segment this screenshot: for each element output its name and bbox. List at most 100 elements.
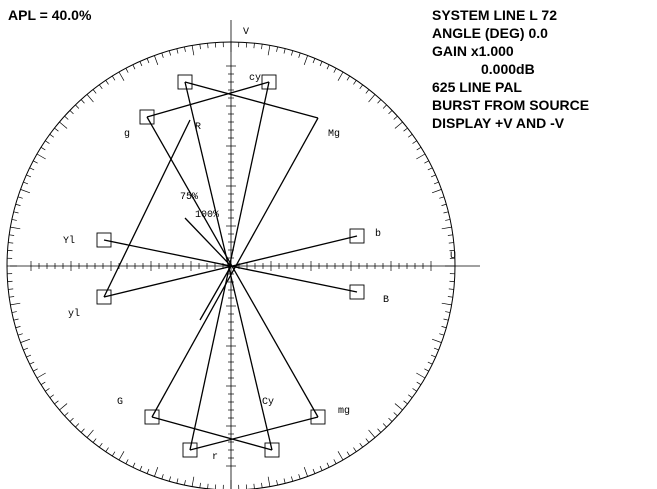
circle-tick	[112, 75, 116, 81]
circle-tick	[59, 121, 68, 129]
circle-tick	[8, 288, 14, 290]
info-line: DISPLAY +V AND -V	[432, 115, 565, 131]
circle-tick	[191, 476, 195, 487]
circle-tick	[291, 50, 294, 56]
circle-tick	[377, 99, 382, 104]
target-box	[177, 74, 193, 90]
circle-tick	[29, 167, 35, 171]
circle-tick	[445, 219, 451, 221]
circle-tick	[447, 234, 453, 236]
target-box	[96, 232, 112, 248]
circle-tick	[132, 64, 136, 70]
circle-tick	[445, 311, 451, 313]
circle-tick	[99, 442, 103, 448]
circle-tick	[146, 58, 150, 64]
circle-tick	[365, 438, 370, 443]
circle-tick	[92, 438, 97, 443]
circle-tick	[40, 381, 46, 385]
circle-tick	[20, 338, 31, 343]
circle-tick	[319, 61, 323, 67]
circle-tick	[431, 189, 442, 194]
circle-tick	[394, 121, 403, 129]
target-box	[144, 409, 160, 425]
vector-label: b	[375, 228, 381, 240]
circle-tick	[105, 80, 109, 85]
circle-tick	[20, 189, 31, 194]
circle-tick	[298, 474, 301, 480]
circle-tick	[40, 147, 46, 151]
circle-tick	[412, 388, 417, 392]
circle-tick	[433, 181, 439, 185]
circle-tick	[393, 412, 398, 417]
circle-tick	[125, 68, 129, 73]
circle-tick	[416, 381, 422, 385]
circle-tick	[36, 153, 46, 160]
circle-tick	[10, 226, 21, 230]
circle-tick	[261, 44, 263, 50]
circle-tick	[353, 80, 357, 85]
circle-tick	[319, 465, 323, 471]
circle-tick	[267, 45, 271, 56]
circle-tick	[23, 347, 29, 351]
vector-label: G	[117, 397, 123, 408]
circle-tick	[430, 354, 436, 358]
circle-tick	[75, 104, 80, 109]
circle-tick	[80, 99, 85, 104]
target-box	[349, 284, 365, 300]
circle-tick	[176, 48, 179, 54]
circle-tick	[161, 52, 164, 58]
circle-tick	[10, 302, 21, 306]
circle-tick	[92, 89, 97, 94]
target-box	[261, 74, 277, 90]
circle-tick	[253, 43, 255, 49]
circle-tick	[118, 71, 125, 81]
circle-tick	[9, 234, 15, 236]
trace-line	[184, 217, 232, 267]
circle-tick	[382, 104, 387, 109]
circle-tick	[125, 459, 129, 464]
circle-tick	[253, 483, 255, 489]
circle-tick	[359, 84, 363, 90]
trace-line	[189, 81, 270, 451]
target-box	[139, 109, 155, 125]
circle-tick	[439, 333, 445, 336]
circle-tick	[80, 428, 85, 433]
circle-tick	[337, 451, 344, 461]
vector-label: mg	[338, 406, 350, 417]
circle-tick	[33, 368, 38, 372]
circle-tick	[448, 242, 454, 244]
circle-tick	[54, 127, 59, 132]
vector-label: yl	[68, 308, 80, 320]
circle-tick	[430, 174, 436, 178]
circle-tick	[8, 242, 14, 244]
circle-tick	[154, 55, 159, 66]
vector-label: cy	[249, 73, 261, 84]
circle-tick	[11, 219, 17, 221]
vector-label: g	[124, 129, 130, 140]
circle-tick	[267, 476, 271, 487]
circle-tick	[33, 160, 38, 164]
circle-tick	[184, 480, 186, 486]
circle-tick	[29, 361, 35, 365]
circle-tick	[326, 462, 330, 468]
target-box	[182, 442, 198, 458]
circle-tick	[13, 318, 19, 321]
circle-tick	[139, 465, 143, 471]
circle-tick	[416, 147, 422, 151]
circle-tick	[368, 429, 376, 438]
circle-tick	[276, 46, 278, 52]
circle-tick	[168, 476, 171, 482]
circle-tick	[168, 50, 171, 56]
circle-tick	[441, 302, 452, 306]
circle-tick	[23, 181, 29, 185]
circle-tick	[377, 428, 382, 433]
trace-line	[146, 81, 270, 118]
circle-tick	[346, 75, 350, 81]
circle-tick	[291, 476, 294, 482]
circle-tick	[64, 115, 69, 120]
vector-label: r	[212, 452, 218, 463]
circle-tick	[393, 115, 398, 120]
trace-line	[189, 416, 319, 451]
circle-tick	[15, 203, 21, 206]
